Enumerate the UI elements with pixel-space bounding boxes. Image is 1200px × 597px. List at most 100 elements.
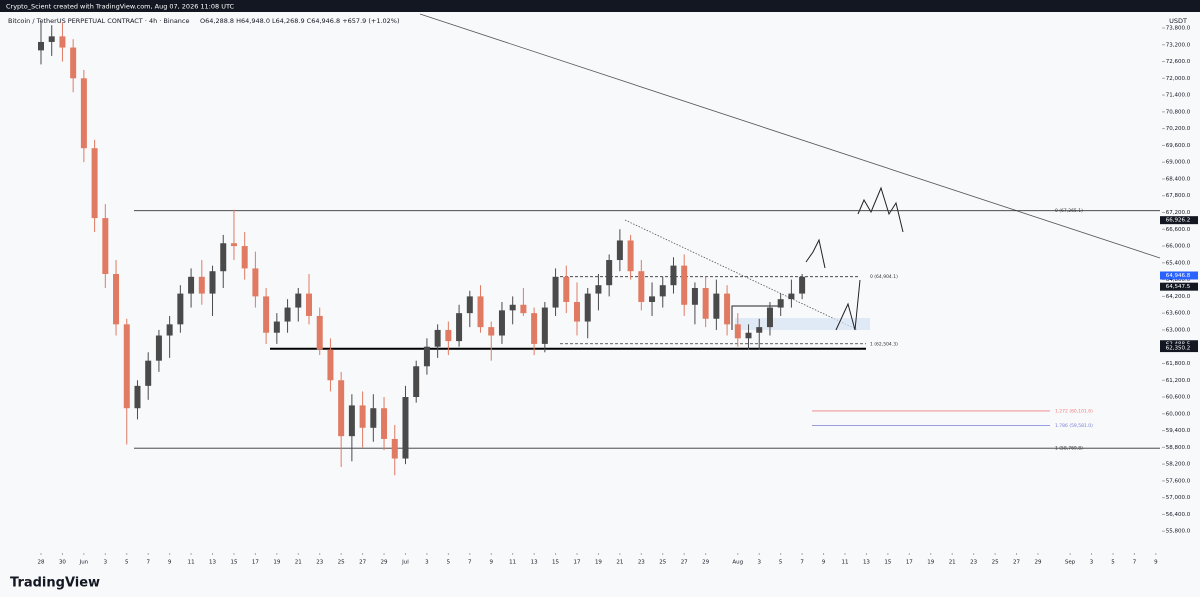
- currency: USDT: [1169, 17, 1187, 25]
- candle-body: [777, 299, 784, 308]
- candle-body: [80, 78, 87, 149]
- candle-body: [498, 310, 505, 336]
- x-tick-label: 23: [970, 560, 977, 566]
- y-tick-label: 66,000.0: [1166, 244, 1191, 250]
- price-badge: [1160, 216, 1198, 225]
- candle-body: [595, 285, 602, 294]
- candle-body: [616, 240, 623, 261]
- x-tick-label: 27: [359, 560, 366, 566]
- candle-body: [445, 329, 452, 342]
- candle-body: [91, 148, 98, 219]
- x-tick-label: 5: [125, 560, 129, 566]
- candle-body: [402, 397, 409, 459]
- x-tick-label: Jun: [79, 560, 89, 566]
- price-badge: [1160, 344, 1198, 353]
- x-tick-label: 3: [1090, 560, 1094, 566]
- x-tick-label: 3: [425, 560, 429, 566]
- x-tick-label: 11: [509, 560, 516, 566]
- y-tick-label: 70,800.0: [1166, 109, 1191, 115]
- candle-body: [359, 405, 366, 428]
- x-tick-label: 13: [863, 560, 870, 566]
- y-tick-label: 56,400.0: [1166, 512, 1191, 518]
- candle-body: [670, 265, 677, 286]
- candle-body: [263, 296, 270, 333]
- candle-body: [606, 260, 613, 286]
- y-tick-label: 64,200.0: [1166, 294, 1191, 300]
- candle-body: [113, 274, 120, 325]
- candle-body: [691, 287, 698, 305]
- candle-body: [638, 271, 645, 302]
- candle-body: [284, 307, 291, 322]
- candle-body: [509, 304, 516, 311]
- candle-body: [102, 218, 109, 275]
- y-tick-label: 70,200.0: [1166, 126, 1191, 132]
- candle-body: [177, 293, 184, 325]
- level-label: 1.272 (60,101.6): [1055, 408, 1093, 414]
- candle-body: [209, 271, 216, 294]
- x-tick-label: 27: [681, 560, 688, 566]
- candle-body: [734, 324, 741, 339]
- x-tick-label: 5: [1111, 560, 1115, 566]
- candle-body: [123, 324, 130, 409]
- candle-body: [724, 293, 731, 325]
- y-tick-label: 71,400.0: [1166, 93, 1191, 99]
- candle-body: [563, 276, 570, 302]
- x-tick-label: 3: [104, 560, 108, 566]
- chart-title: Bitcoin / TetherUS PERPETUAL CONTRACT · …: [8, 17, 190, 25]
- x-tick-label: 21: [949, 560, 956, 566]
- candle-body: [541, 307, 548, 344]
- x-tick-label: 15: [552, 560, 559, 566]
- candle-body: [295, 293, 302, 308]
- candle-body: [188, 276, 195, 294]
- y-tick-label: 67,200.0: [1166, 210, 1191, 216]
- y-tick-label: 73,200.0: [1166, 42, 1191, 48]
- candle-body: [413, 366, 420, 398]
- x-tick-label: 19: [273, 560, 280, 566]
- trend-line-dotted: [624, 219, 859, 331]
- candle-body: [220, 243, 227, 272]
- x-tick-label: 19: [595, 560, 602, 566]
- x-tick-label: 29: [1034, 560, 1041, 566]
- y-tick-label: 69,600.0: [1166, 143, 1191, 149]
- price-badge: [1160, 271, 1198, 280]
- x-tick-label: 9: [168, 560, 172, 566]
- candle-body: [391, 438, 398, 459]
- y-tick-label: 72,600.0: [1166, 59, 1191, 65]
- x-tick-label: 11: [842, 560, 849, 566]
- candle-body: [381, 408, 388, 439]
- candle-body: [252, 268, 259, 297]
- y-tick-label: 61,200.0: [1166, 378, 1191, 384]
- top-bar: [0, 0, 1200, 12]
- brand: TradingView: [10, 576, 100, 591]
- x-tick-label: 19: [927, 560, 934, 566]
- y-tick-label: 55,800.0: [1166, 529, 1191, 535]
- candle-body: [745, 332, 752, 339]
- x-tick-label: 25: [338, 560, 345, 566]
- y-tick-label: 68,400.0: [1166, 176, 1191, 182]
- candle-body: [627, 240, 634, 272]
- x-tick-label: 7: [468, 560, 472, 566]
- candle-body: [766, 307, 773, 328]
- candle-body: [327, 349, 334, 381]
- x-tick-label: 23: [638, 560, 645, 566]
- x-tick-label: Sep: [1065, 560, 1076, 566]
- y-tick-label: 58,800.0: [1166, 445, 1191, 451]
- x-tick-label: 21: [616, 560, 623, 566]
- candle-body: [681, 265, 688, 305]
- x-tick-label: 15: [884, 560, 891, 566]
- y-tick-label: 57,600.0: [1166, 478, 1191, 484]
- candle-body: [788, 293, 795, 300]
- x-tick-label: 17: [906, 560, 913, 566]
- price-badge: [1160, 282, 1198, 291]
- x-tick-label: 7: [800, 560, 804, 566]
- x-tick-label: 29: [702, 560, 709, 566]
- x-tick-label: 28: [38, 560, 45, 566]
- y-tick-label: 69,000.0: [1166, 160, 1191, 166]
- candle-body: [198, 276, 205, 294]
- y-tick-label: 57,000.0: [1166, 495, 1191, 501]
- level-label: 1.786 (59,581.0): [1055, 423, 1093, 429]
- y-tick-label: 60,000.0: [1166, 411, 1191, 417]
- candle-body: [370, 408, 377, 428]
